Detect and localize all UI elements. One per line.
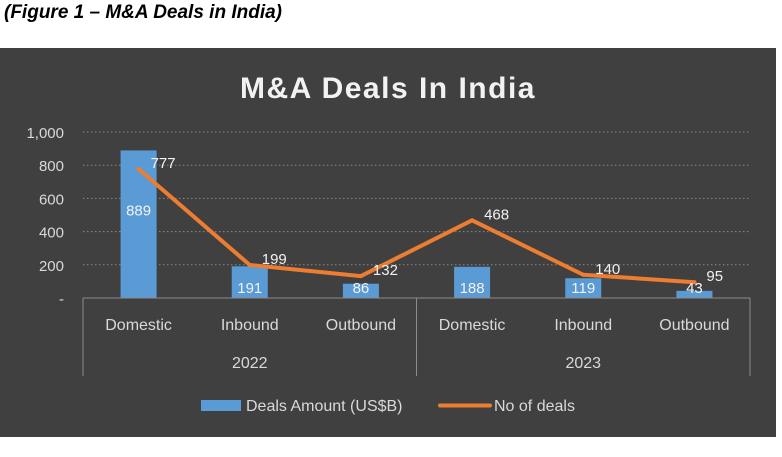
bar: [565, 278, 602, 298]
legend-swatch-bars: [201, 400, 241, 411]
x-category-label: Outbound: [659, 317, 729, 334]
chart-title: M&A Deals In India: [240, 72, 536, 105]
line-data-label: 132: [373, 262, 398, 279]
line-point: [136, 167, 141, 172]
line-point: [692, 280, 697, 285]
bar: [454, 266, 491, 298]
line-data-label: 95: [706, 268, 723, 285]
y-tick-label: 400: [39, 225, 64, 242]
bar-data-label: 119: [571, 280, 595, 297]
y-tick-label: -: [59, 291, 64, 308]
line-point: [358, 274, 363, 279]
line-data-label: 140: [595, 261, 620, 278]
chart-area: M&A Deals In India 889 191 86 188 119 43 777 19…: [0, 48, 776, 437]
y-tick-label: 800: [39, 158, 64, 175]
legend-label-line: No of deals: [494, 398, 575, 415]
x-category-label: Inbound: [554, 317, 612, 334]
line-data-label: 468: [484, 206, 509, 223]
legend-label-bars: Deals Amount (US$B): [246, 398, 403, 415]
chart-svg: M&A Deals In India 889 191 86 188 119 43 777 19…: [26, 72, 751, 415]
line-point: [581, 272, 586, 277]
x-category-label: Inbound: [221, 317, 279, 334]
bar-data-label: 191: [237, 280, 262, 297]
line-point: [470, 218, 475, 223]
bar: [342, 283, 379, 298]
bar-data-label: 43: [686, 280, 703, 297]
y-tick-label: 1,000: [26, 125, 64, 142]
x-group-label: 2023: [565, 355, 601, 372]
line-series: [136, 167, 697, 285]
bar: [120, 150, 157, 298]
bar-data-label: 188: [460, 280, 485, 297]
x-category-label: Outbound: [326, 317, 396, 334]
line-data-label: 199: [262, 251, 287, 268]
x-group-label: 2022: [232, 355, 268, 372]
x-category-label: Domestic: [439, 317, 506, 334]
y-tick-label: 200: [39, 258, 64, 275]
figure-caption: (Figure 1 – M&A Deals in India): [4, 2, 283, 23]
bar-data-label: 86: [353, 280, 370, 297]
x-category-label: Domestic: [105, 317, 172, 334]
y-tick-label: 600: [39, 191, 64, 208]
bar: [231, 266, 268, 298]
line-point: [247, 262, 252, 267]
bar: [676, 290, 713, 298]
bar-data-label: 889: [126, 202, 151, 219]
line-data-label: 777: [151, 155, 176, 172]
